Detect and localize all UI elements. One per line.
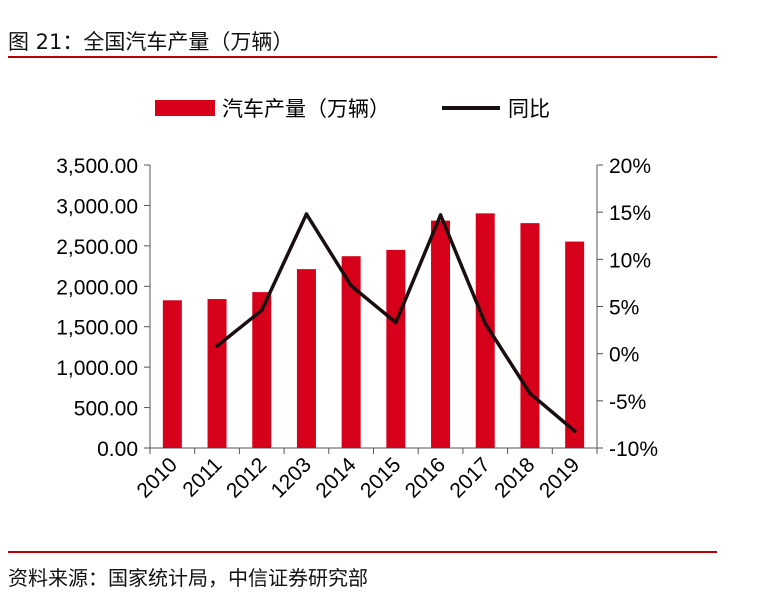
legend-bar-label: 汽车产量（万辆）: [222, 98, 390, 121]
figure-title: 图 21：全国汽车产量（万辆）: [8, 30, 294, 54]
title-divider: [8, 56, 717, 58]
yoy-point: [349, 283, 353, 288]
yoy-point: [304, 212, 309, 216]
bar: [565, 241, 585, 448]
right-tick-label: 10%: [609, 249, 651, 272]
x-tick-label: 2018: [490, 453, 539, 502]
chart: 汽车产量（万辆） 同比 0.00 500.00 1,000.00 1,500.00 2,…: [56, 98, 658, 503]
bar: [207, 299, 227, 448]
left-tick-label: 500.00: [74, 398, 138, 421]
bar: [475, 213, 495, 448]
yoy-point: [572, 429, 577, 433]
yoy-point: [528, 391, 532, 396]
x-tick-label: 2012: [222, 453, 271, 502]
x-tick-label: 2011: [178, 453, 226, 501]
yoy-point: [483, 321, 488, 326]
left-tick-label: 2,000.00: [56, 276, 138, 299]
right-tick-label: -5%: [609, 391, 646, 414]
yoy-point: [394, 320, 398, 325]
yoy-point: [215, 344, 219, 348]
right-tick-label: 0%: [609, 344, 639, 367]
bar: [252, 292, 272, 448]
bar: [386, 249, 406, 448]
yoy-point: [259, 308, 264, 313]
yoy-point: [438, 213, 443, 217]
x-tick-label: 2019: [535, 453, 584, 502]
bar: [520, 223, 540, 448]
bar: [162, 300, 182, 448]
left-tick-label: 3,000.00: [56, 195, 138, 218]
x-tick-label: 2015: [356, 453, 405, 502]
x-tick-label: 1203: [267, 453, 316, 502]
left-tick-label: 1,500.00: [56, 317, 138, 340]
line-series: [215, 212, 577, 433]
bar: [341, 256, 361, 448]
left-tick-label: 1,000.00: [56, 357, 138, 380]
x-tick-label: 2010: [133, 453, 182, 502]
right-tick-label: 5%: [609, 297, 639, 320]
x-tick-label: 2014: [311, 453, 361, 503]
x-tick-label: 2016: [401, 453, 450, 502]
bar: [296, 269, 316, 448]
right-tick-label: -10%: [609, 438, 658, 461]
x-tick-label: 2017: [445, 453, 494, 502]
right-tick-label: 20%: [609, 155, 651, 178]
legend-line-label: 同比: [508, 98, 550, 121]
left-tick-label: 3,500.00: [56, 155, 138, 178]
source-note: 资料来源：国家统计局，中信证券研究部: [8, 566, 368, 590]
source-divider: [8, 551, 717, 553]
legend: 汽车产量（万辆） 同比: [155, 98, 550, 121]
bar-series: [162, 213, 585, 448]
left-tick-label: 2,500.00: [56, 236, 138, 259]
legend-bar-swatch: [155, 100, 215, 116]
bar: [431, 220, 451, 448]
right-tick-label: 15%: [609, 202, 651, 225]
left-tick-label: 0.00: [97, 438, 138, 461]
